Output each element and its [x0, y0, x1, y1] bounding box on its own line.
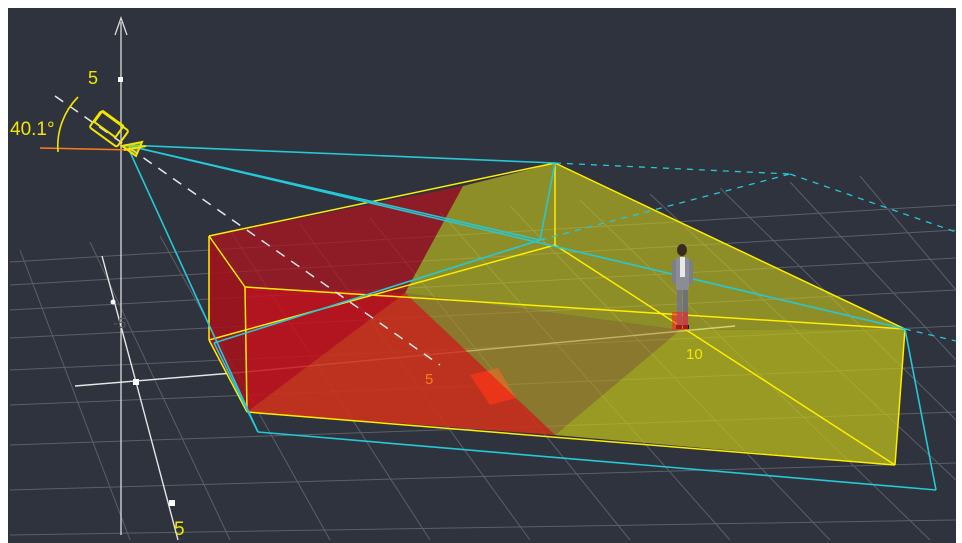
red-zone-highlight [470, 368, 516, 405]
camera-frustum [124, 144, 937, 491]
vertical-axis-label: 5 [88, 68, 98, 88]
depth-axis-tick [169, 500, 175, 506]
floor-distance-label: 10 [686, 346, 703, 363]
negative-axis-label: -5 [113, 315, 126, 332]
coverage-box-edges [208, 162, 906, 466]
negative-axis-tick [110, 299, 116, 305]
vertical-axis [114, 16, 128, 535]
camera-horizontal-axis [39, 147, 133, 151]
coverage-volume [247, 163, 905, 465]
fov-angle-label: 40.1° [10, 119, 55, 140]
vertical-axis-tick [118, 77, 123, 82]
floor-orange-label: 5 [425, 371, 433, 388]
person-icon [672, 244, 693, 330]
camera-icon [89, 110, 147, 158]
origin-marker [133, 379, 139, 385]
fov-angle-arc [56, 96, 79, 153]
red-zone-volume [209, 186, 555, 435]
camera-optical-axis [54, 95, 441, 366]
frustum-far-dashed [539, 162, 957, 342]
depth-axis-label: 5 [174, 519, 185, 540]
